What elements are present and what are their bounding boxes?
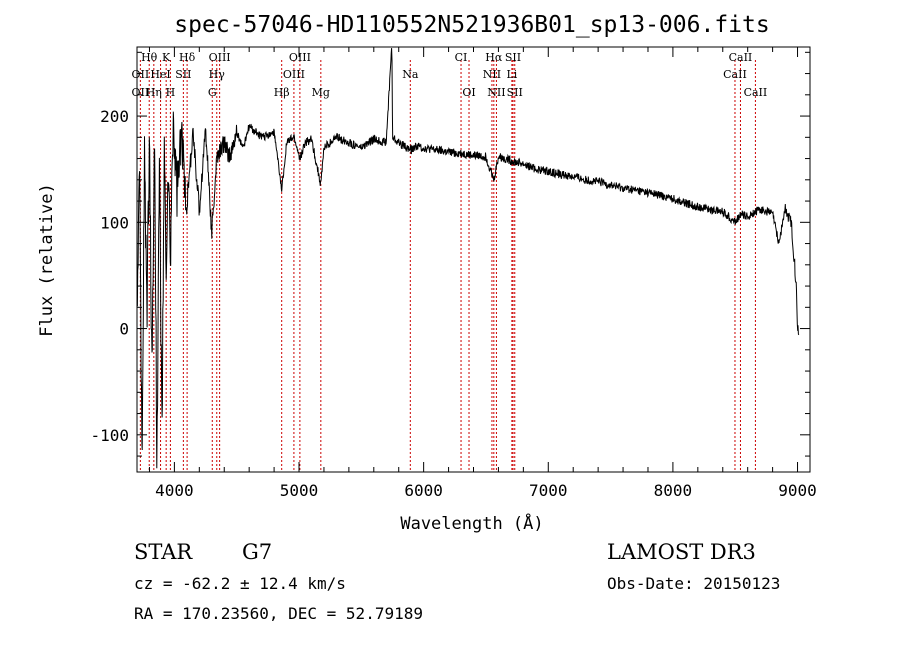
y-tick-label: 0 xyxy=(119,320,129,339)
x-tick-label: 9000 xyxy=(778,481,817,500)
y-tick-label: 100 xyxy=(100,213,129,232)
x-tick-label: 5000 xyxy=(280,481,319,500)
line-label: OII xyxy=(132,86,150,99)
x-tick-label: 4000 xyxy=(155,481,194,500)
spectral-subclass: G7 xyxy=(242,540,273,564)
line-label: Hα xyxy=(485,51,503,64)
line-label: Li xyxy=(506,68,517,81)
line-label: Na xyxy=(402,68,419,81)
line-label: Hβ xyxy=(274,86,290,99)
line-label: CaII xyxy=(723,68,747,81)
line-label: Hθ xyxy=(141,51,158,64)
line-label: SII xyxy=(505,51,521,64)
line-label: CaII xyxy=(729,51,753,64)
y-axis: -100 0 100 200 xyxy=(90,51,810,457)
line-label: NII xyxy=(483,68,501,81)
object-class: STAR xyxy=(134,540,193,564)
line-label: OIII xyxy=(209,51,231,64)
line-label: OII xyxy=(132,68,150,81)
obs-date: Obs-Date: 20150123 xyxy=(607,574,781,593)
coordinates: RA = 170.23560, DEC = 52.79189 xyxy=(134,604,423,623)
x-tick-label: 6000 xyxy=(404,481,443,500)
line-label: Hδ xyxy=(179,51,196,64)
line-label: CaII xyxy=(744,86,768,99)
line-label: OI xyxy=(462,86,475,99)
y-axis-label: Flux (relative) xyxy=(37,183,57,337)
x-tick-label: 7000 xyxy=(529,481,568,500)
line-label: K xyxy=(162,51,171,64)
line-label: Mg xyxy=(312,86,330,99)
line-label: SII xyxy=(175,68,191,81)
line-label: Hη xyxy=(146,86,162,99)
y-tick-label: -100 xyxy=(90,426,129,445)
line-label: HeI xyxy=(150,68,170,81)
x-tick-label: 8000 xyxy=(654,481,693,500)
line-label: G xyxy=(208,86,217,99)
plot-frame xyxy=(136,46,811,473)
line-label: OIII xyxy=(283,68,305,81)
x-axis-label: Wavelength (Å) xyxy=(400,512,543,534)
survey-label: LAMOST DR3 xyxy=(607,540,756,564)
chart-title: spec-57046-HD110552N521936B01_sp13-006.f… xyxy=(174,12,769,38)
spectrum-line xyxy=(136,48,800,469)
line-label: CI xyxy=(455,51,468,64)
line-label: H xyxy=(166,86,176,99)
line-label: OIII xyxy=(289,51,311,64)
line-label: SII xyxy=(507,86,523,99)
x-axis: 4000 5000 6000 7000 8000 9000 xyxy=(148,47,817,500)
marker-lines xyxy=(139,60,756,472)
y-tick-label: 200 xyxy=(100,107,129,126)
line-label: NII xyxy=(487,86,505,99)
redshift-cz: cz = -62.2 ± 12.4 km/s xyxy=(134,574,346,593)
line-label: Hγ xyxy=(209,68,226,81)
